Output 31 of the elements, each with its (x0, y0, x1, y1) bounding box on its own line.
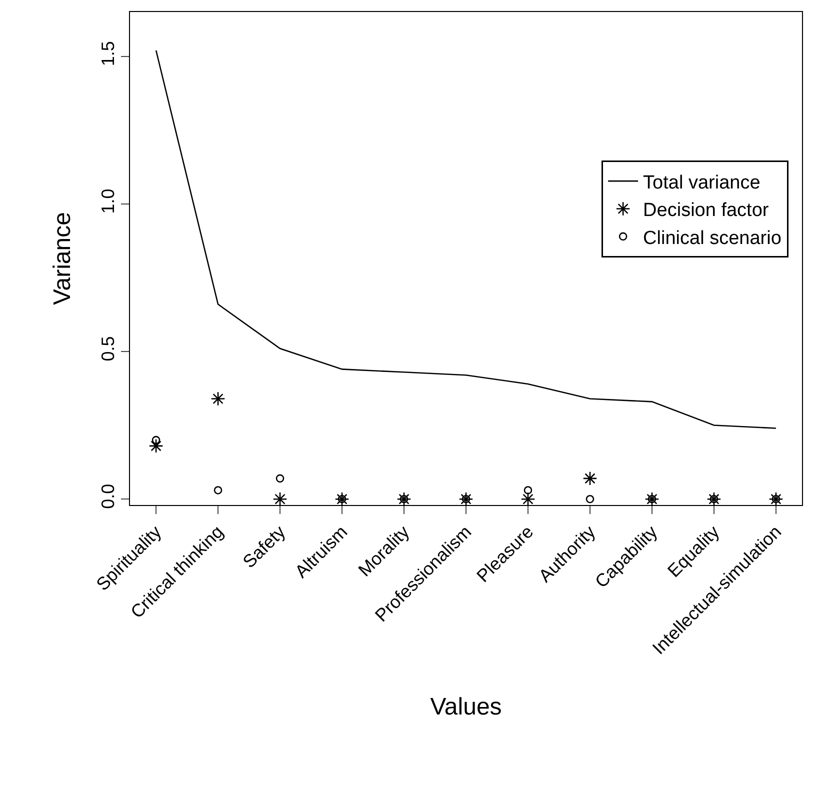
point (520, 492, 536, 506)
point (152, 436, 160, 444)
x-axis-title: Values (430, 693, 502, 720)
point (272, 492, 288, 506)
point (210, 391, 226, 406)
point (772, 494, 780, 504)
point (338, 494, 346, 504)
y-tick-label: 0.5 (98, 336, 118, 362)
point (768, 492, 784, 506)
point (214, 486, 222, 494)
legend-label: Decision factor (643, 200, 770, 222)
point (710, 494, 718, 504)
y-tick-label: 1.0 (98, 188, 118, 214)
point (582, 471, 598, 486)
point (334, 492, 350, 506)
point (648, 494, 656, 504)
y-axis-title: Variance (48, 212, 76, 305)
point (276, 474, 284, 483)
point (462, 494, 470, 504)
legend-label: Clinical scenario (643, 228, 782, 249)
y-tick-label: 1.5 (98, 41, 118, 66)
point (644, 492, 660, 506)
point (396, 492, 412, 506)
y-tick-label: 0.0 (98, 484, 118, 509)
point (400, 494, 408, 504)
point (458, 492, 474, 506)
legend-label: Total variance (643, 172, 760, 194)
point (148, 438, 164, 454)
point (586, 494, 594, 504)
point (706, 492, 722, 506)
point (524, 486, 532, 494)
